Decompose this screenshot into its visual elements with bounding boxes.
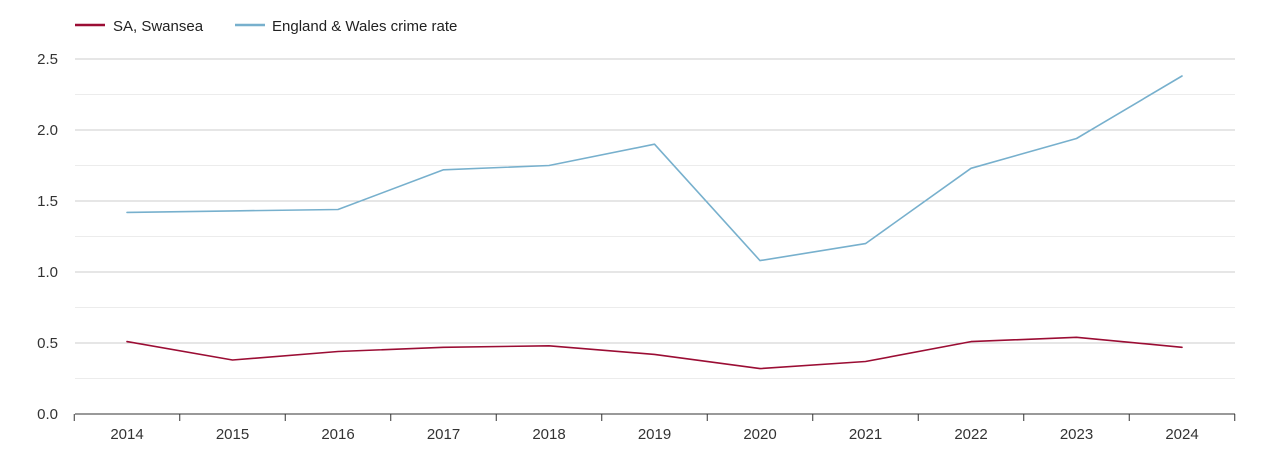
- y-tick-label: 2.5: [37, 51, 58, 68]
- x-tick-label: 2014: [110, 426, 143, 443]
- y-tick-label: 0.0: [37, 406, 58, 423]
- x-axis-ticks: 2014 2015 2016 2017 2018 2019 2020 2021 2022 2023…: [73, 414, 1236, 443]
- x-tick-label: 2020: [743, 426, 776, 443]
- x-tick-label: 2021: [849, 426, 882, 443]
- legend-label-england-wales: England & Wales crime rate: [272, 18, 457, 35]
- x-tick-label: 2016: [321, 426, 354, 443]
- x-tick-label: 2019: [638, 426, 671, 443]
- legend-item-england-wales[interactable]: England & Wales crime rate: [235, 18, 457, 35]
- y-tick-label: 0.5: [37, 335, 58, 352]
- x-tick-label: 2015: [216, 426, 249, 443]
- y-tick-label: 2.0: [37, 122, 58, 139]
- legend-label-swansea: SA, Swansea: [113, 18, 204, 35]
- y-tick-label: 1.0: [37, 264, 58, 281]
- x-tick-label: 2024: [1165, 426, 1198, 443]
- x-tick-label: 2023: [1060, 426, 1093, 443]
- y-axis-tick-labels: 0.0 0.5 1.0 1.5 2.0 2.5: [37, 51, 58, 423]
- legend-item-swansea[interactable]: SA, Swansea: [75, 18, 204, 35]
- series-line-swansea[interactable]: [126, 336, 1183, 370]
- series-layer: [126, 75, 1183, 370]
- y-tick-label: 1.5: [37, 193, 58, 210]
- x-tick-label: 2022: [954, 426, 987, 443]
- x-tick-label: 2018: [532, 426, 565, 443]
- series-line-england-wales[interactable]: [126, 75, 1183, 262]
- legend: SA, Swansea England & Wales crime rate: [75, 18, 457, 35]
- grid: [75, 58, 1235, 379]
- x-tick-label: 2017: [427, 426, 460, 443]
